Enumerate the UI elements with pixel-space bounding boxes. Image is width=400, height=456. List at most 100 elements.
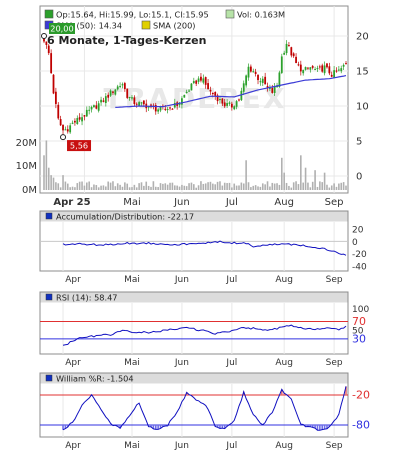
- candle-body: [264, 76, 267, 85]
- candle-body: [342, 64, 345, 67]
- candle-body: [76, 118, 79, 125]
- volume-bar: [140, 182, 143, 190]
- candle-body: [74, 120, 76, 123]
- candle-body: [318, 66, 321, 68]
- volume-tick-label: 0M: [22, 185, 37, 196]
- volume-bar: [59, 187, 62, 190]
- candle-body: [78, 117, 81, 120]
- volume-bar: [200, 181, 202, 190]
- candle-body: [259, 81, 262, 83]
- candle-body: [173, 102, 176, 108]
- panel-legend-swatch: [45, 293, 53, 301]
- candle-body: [233, 106, 236, 110]
- candle-body: [271, 87, 274, 93]
- price-x-tick-label: Sep: [325, 197, 344, 208]
- volume-bar: [66, 183, 69, 190]
- candle-body: [330, 74, 333, 77]
- volume-bar: [333, 183, 335, 190]
- candle-body: [107, 94, 110, 98]
- candle-body: [150, 104, 152, 106]
- candle-body: [171, 108, 174, 110]
- volume-bar: [86, 182, 88, 190]
- candle-body: [345, 63, 347, 65]
- legend: Op:15.64, Hi:15.99, Lo:15.1, Cl:15.95 Vo…: [44, 9, 285, 31]
- volume-bar: [330, 185, 333, 190]
- volume-bar: [254, 185, 257, 190]
- panel-x-tick-label: Sep: [326, 441, 343, 451]
- legend-ohlc-swatch: [44, 9, 54, 19]
- volume-bar: [221, 185, 224, 190]
- volume-bar: [116, 183, 119, 190]
- price-tick-label: 15: [356, 67, 369, 78]
- candle-body: [285, 43, 288, 54]
- price-x-tick-label: Apr 25: [53, 197, 90, 208]
- williams-line: [62, 386, 347, 431]
- volume-bar: [245, 160, 247, 190]
- volume-bar: [309, 187, 312, 190]
- legend-volume-swatch: [225, 9, 235, 19]
- volume-bar: [55, 182, 57, 190]
- volume-bar: [162, 183, 164, 190]
- volume-bar: [150, 186, 152, 190]
- candle-body: [249, 66, 252, 72]
- volume-bar: [204, 183, 207, 190]
- volume-bar: [266, 181, 269, 190]
- volume-bar: [226, 183, 228, 190]
- volume-bar: [202, 183, 205, 190]
- volume-bar: [193, 184, 195, 190]
- volume-bar: [321, 182, 324, 190]
- volume-bar: [316, 186, 319, 190]
- panel-legend-swatch: [45, 212, 53, 220]
- volume-bar: [69, 187, 71, 190]
- panel-y-tick-label: -20: [352, 250, 367, 260]
- sma50-line: [115, 75, 347, 108]
- ad-line: [62, 240, 347, 256]
- panel-x-tick-label: Aug: [275, 358, 293, 368]
- high-marker: 20,00: [41, 23, 75, 39]
- volume-bar: [195, 187, 197, 190]
- candle-body: [261, 78, 264, 83]
- volume-bar: [121, 186, 124, 190]
- legend-volume: Vol: 0.163M: [237, 10, 285, 20]
- volume-bar: [109, 182, 112, 190]
- price-axis-labels: 0 5 10 15 20: [356, 32, 369, 183]
- candle-body: [295, 56, 297, 64]
- volume-bar: [97, 187, 100, 190]
- volume-bar: [338, 183, 340, 190]
- volume-bar: [247, 182, 250, 190]
- candle-body: [119, 86, 121, 88]
- volume-bar: [176, 185, 178, 190]
- volume-bar: [207, 182, 209, 190]
- candle-body: [71, 122, 74, 124]
- price-tick-label: 10: [356, 102, 369, 113]
- volume-bar: [157, 187, 159, 190]
- volume-bar: [181, 184, 183, 190]
- volume-bar: [283, 172, 285, 190]
- candle-body: [45, 41, 48, 45]
- candle-body: [195, 80, 198, 84]
- volume-bar: [233, 183, 236, 190]
- candle-body: [335, 70, 338, 72]
- candle-body: [166, 109, 169, 111]
- volume-bar: [314, 170, 316, 190]
- candle-body: [59, 119, 62, 126]
- volume-tick-label: 20M: [16, 138, 37, 149]
- volume-bar: [197, 185, 200, 190]
- candle-body: [131, 97, 133, 99]
- volume-bar: [107, 181, 110, 190]
- price-tick-label: 5: [356, 137, 362, 148]
- volume-bar: [114, 186, 117, 190]
- volume-bar: [143, 185, 145, 190]
- legend-sma200-swatch: [141, 20, 151, 30]
- volume-bar: [328, 187, 331, 190]
- volume-bar: [212, 183, 214, 190]
- volume-bar: [100, 185, 102, 190]
- volume-bar: [159, 183, 162, 190]
- watermark: TRADEREX: [104, 82, 287, 115]
- panel-label: William %R: -1.504: [56, 374, 134, 384]
- candle-body: [93, 105, 95, 108]
- low-marker-dot: [60, 134, 67, 141]
- panel-y-tick-label: 100: [352, 305, 369, 315]
- volume-bars: [43, 140, 347, 190]
- volume-bar: [74, 187, 76, 190]
